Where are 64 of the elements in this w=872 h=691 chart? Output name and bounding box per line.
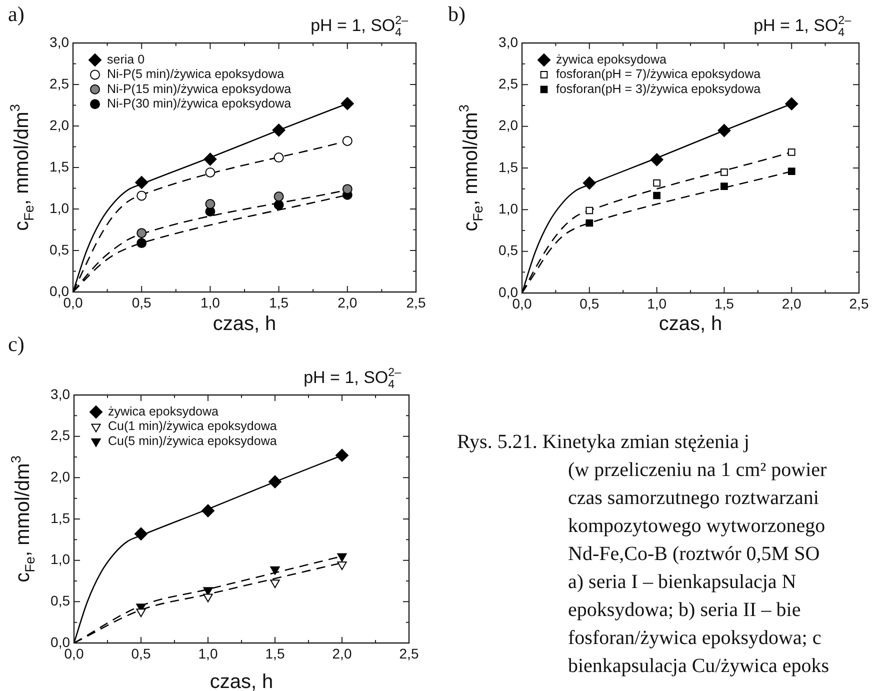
x-axis-title: czas, h: [210, 671, 274, 691]
legend-label: fosforan(pH = 7)/żywica epoksydowa: [556, 67, 761, 82]
legend-label: żywica epoksydowa: [556, 52, 667, 66]
chart-title: b): [448, 2, 466, 26]
text: (w przeliczeniu na 1 cm² powier: [567, 458, 828, 483]
legend-label: Ni-P(30 min)/żywica epoksydowa: [107, 96, 292, 111]
legend-label: fosforan(pH = 3)/żywica epoksydowa: [556, 82, 761, 96]
y-tick-label: 1,5: [50, 158, 70, 174]
x-tick-label: 2,0: [782, 295, 802, 312]
x-tick-label: 0,5: [580, 295, 600, 312]
text: bienkapsulacja Cu/żywica epoks: [567, 654, 830, 679]
y-tick-label: 0,5: [498, 242, 518, 258]
text: epoksydowa; b) seria II – bie: [567, 598, 802, 623]
y-tick-label: 0,0: [50, 634, 70, 650]
legend-label: Ni-P(15 min)/żywica epoksydowa: [107, 82, 292, 96]
x-tick-label: 1,5: [714, 295, 734, 312]
legend-label: Cu(5 min)/żywica epoksydowa: [108, 434, 277, 448]
y-axis-title: cFe, mmol/dm3: [8, 456, 38, 582]
y-tick-label: 3,0: [50, 34, 70, 50]
chart-title: a): [8, 2, 24, 26]
y-tick-label: 1,0: [50, 551, 70, 568]
x-tick-label: 2,5: [849, 295, 869, 312]
x-tick-label: 1,5: [269, 294, 289, 310]
x-tick-label: 1,0: [647, 295, 667, 312]
x-tick-label: 2,0: [332, 645, 352, 662]
y-tick-label: 0,5: [50, 592, 70, 609]
y-tick-label: 2,0: [50, 468, 70, 485]
y-tick-label: 2,5: [50, 75, 70, 92]
text: czas samorzutnego roztwarzani: [567, 486, 820, 511]
chart-title: c): [8, 332, 24, 356]
x-axis-title: czas, h: [212, 313, 276, 335]
text: Nd-Fe,Co-B (roztwór 0,5M SO: [567, 542, 821, 567]
x-tick-label: 2,5: [399, 645, 419, 662]
legend-label: żywica epoksydowa: [108, 404, 219, 418]
text: a) seria I – bienkapsulacja N: [567, 570, 798, 595]
legend-label: seria 0: [107, 52, 145, 66]
y-tick-label: 1,0: [50, 200, 70, 216]
y-tick-label: 0,0: [498, 284, 518, 300]
y-tick-label: 0,0: [50, 282, 70, 299]
y-tick-label: 3,0: [50, 386, 70, 402]
y-tick-label: 2,5: [50, 427, 70, 444]
x-tick-label: 0,5: [132, 294, 152, 310]
y-axis-title: cFe, mmol/dm3: [8, 104, 37, 231]
y-tick-label: 2,0: [50, 116, 70, 133]
y-axis-title: cFe, mmol/dm3: [456, 104, 486, 232]
text: fosforan/żywica epoksydowa; c: [567, 626, 822, 651]
legend-label: Cu(1 min)/żywica epoksydowa: [108, 419, 277, 434]
legend-label: Ni-P(5 min)/żywica epoksydowa: [107, 67, 284, 82]
x-tick-label: 1,0: [198, 645, 218, 662]
y-tick-label: 2,0: [498, 117, 518, 134]
y-tick-label: 1,5: [50, 510, 70, 526]
y-tick-label: 2,5: [498, 76, 518, 92]
x-tick-label: 1,5: [265, 645, 285, 662]
x-axis-title: czas, h: [658, 313, 722, 335]
text: kompozytowego wytworzonego: [567, 514, 826, 539]
x-tick-label: 1,0: [200, 294, 220, 310]
y-tick-label: 0,5: [50, 241, 70, 258]
x-tick-label: 2,0: [338, 294, 358, 310]
x-tick-label: 0,5: [131, 645, 151, 662]
y-tick-label: 1,0: [498, 200, 518, 217]
text: Rys. 5.21. Kinetyka zmian stężenia j: [457, 430, 750, 455]
y-tick-label: 3,0: [498, 34, 518, 50]
x-tick-label: 2,5: [406, 294, 426, 310]
y-tick-label: 1,5: [498, 158, 518, 175]
